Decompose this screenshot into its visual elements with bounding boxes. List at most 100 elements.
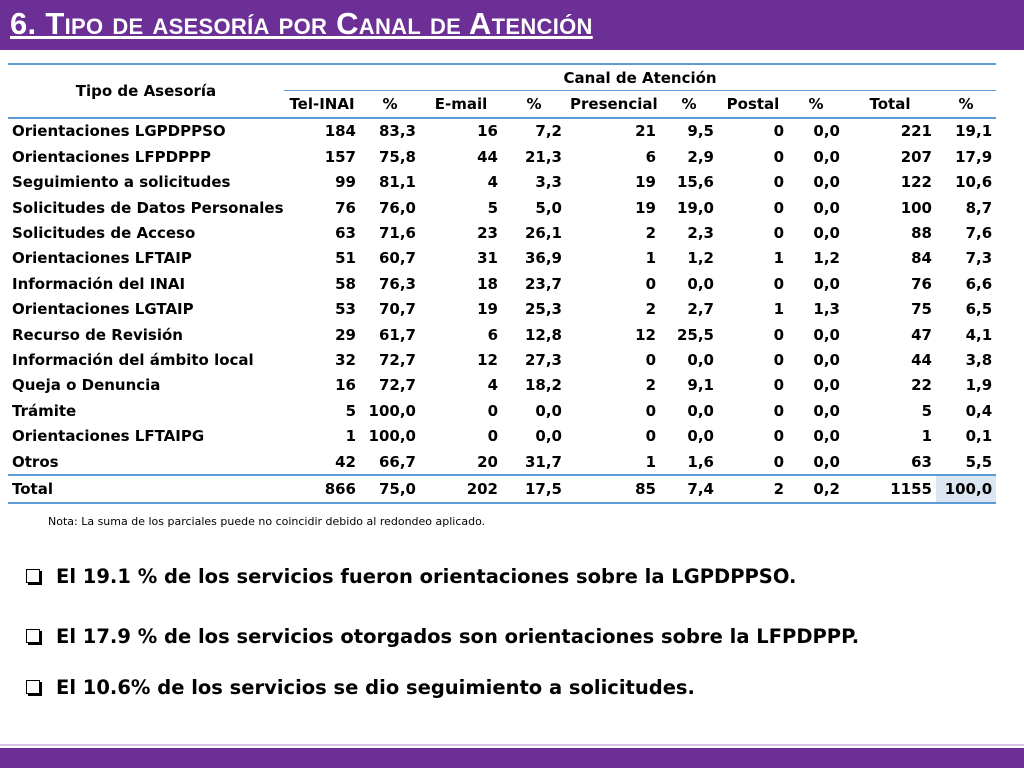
table-cell: 44 bbox=[477, 147, 498, 166]
table-cell: 1 bbox=[645, 452, 656, 471]
table-cell: 6,5 bbox=[965, 300, 993, 319]
column-header: Presencial bbox=[566, 90, 660, 119]
table-cell: 100 bbox=[900, 198, 932, 217]
bullet-text: El 17.9 % de los servicios otorgados son… bbox=[56, 625, 860, 648]
table-cell: 0,0 bbox=[813, 325, 840, 344]
table-cell: 25,5 bbox=[676, 325, 714, 344]
table-cell: 7,3 bbox=[965, 249, 993, 268]
total-cell: 0,2 bbox=[788, 474, 844, 505]
table-cell: 1,2 bbox=[687, 249, 714, 268]
table-cell: 19 bbox=[635, 173, 656, 192]
table-cell: 1 bbox=[773, 300, 784, 319]
table-cell: 10,6 bbox=[955, 173, 993, 192]
table-cell: 100,0 bbox=[368, 401, 416, 420]
table-row: Trámite 5 100,0 0 0,0 0 0,0 0 0,0 5 0,4 bbox=[8, 398, 996, 423]
table-cell: 2 bbox=[645, 300, 656, 319]
table-row: Orientaciones LFTAIPG 1 100,0 0 0,0 0 0,0 0 0,0 1… bbox=[8, 423, 996, 448]
table-cell: 15,6 bbox=[676, 173, 714, 192]
table-row: Solicitudes de Datos Personales 76 76,0 5 5,… bbox=[8, 195, 996, 220]
table-cell: 221 bbox=[900, 122, 932, 141]
column-header: E-mail bbox=[420, 90, 502, 119]
table-cell: 0,0 bbox=[687, 274, 714, 293]
table-cell: 157 bbox=[324, 147, 356, 166]
table-cell: 81,1 bbox=[378, 173, 416, 192]
table-cell: 2,3 bbox=[687, 224, 714, 243]
table-cell: 184 bbox=[324, 122, 356, 141]
table-cell: 0 bbox=[773, 427, 784, 446]
total-cell: 100,0 bbox=[936, 474, 997, 505]
total-cell: 2 bbox=[718, 474, 788, 505]
table-cell: 4 bbox=[487, 376, 498, 395]
table-row: Recurso de Revisión 29 61,7 6 12,8 12 25,5 0 0,0… bbox=[8, 322, 996, 347]
column-header: % bbox=[788, 90, 844, 119]
table-cell: 31,7 bbox=[524, 452, 562, 471]
row-label: Orientaciones LGTAIP bbox=[12, 300, 194, 319]
table-cell: 0 bbox=[487, 401, 498, 420]
total-cell: 17,5 bbox=[502, 474, 566, 505]
table-cell: 72,7 bbox=[378, 350, 416, 369]
table-cell: 5,5 bbox=[965, 452, 993, 471]
table-cell: 0 bbox=[487, 427, 498, 446]
table-row: Información del ámbito local 32 72,7 12 27,3… bbox=[8, 347, 996, 372]
table-cell: 2 bbox=[645, 224, 656, 243]
table-cell: 51 bbox=[335, 249, 356, 268]
table-cell: 1,9 bbox=[965, 376, 993, 395]
table-cell: 36,9 bbox=[524, 249, 562, 268]
row-label: Orientaciones LFTAIP bbox=[12, 249, 192, 268]
table-cell: 20 bbox=[477, 452, 498, 471]
column-header: % bbox=[936, 90, 997, 119]
table-cell: 3,3 bbox=[535, 173, 562, 192]
table-cell: 0,4 bbox=[965, 401, 993, 420]
table-cell: 0 bbox=[773, 401, 784, 420]
table-cell: 12,8 bbox=[524, 325, 562, 344]
table-row: Orientaciones LGTAIP 53 70,7 19 25,3 2 2,7 1 1,3… bbox=[8, 297, 996, 322]
row-label: Recurso de Revisión bbox=[12, 325, 183, 344]
table-cell: 7,6 bbox=[965, 224, 993, 243]
table-cell: 76 bbox=[335, 198, 356, 217]
table-row: Orientaciones LFTAIP 51 60,7 31 36,9 1 1,2 1 1,2… bbox=[8, 246, 996, 271]
group-header: Canal de Atención bbox=[284, 63, 997, 92]
table-cell: 2,7 bbox=[687, 300, 714, 319]
total-cell: 7,4 bbox=[660, 474, 718, 505]
table-cell: 0,0 bbox=[687, 427, 714, 446]
table-cell: 12 bbox=[635, 325, 656, 344]
table-cell: 0,0 bbox=[813, 376, 840, 395]
footer-divider bbox=[0, 744, 1024, 746]
total-cell: 1155 bbox=[844, 474, 936, 505]
table-row: Seguimiento a solicitudes 99 81,1 4 3,3 19 15,… bbox=[8, 170, 996, 195]
table-cell: 0 bbox=[773, 274, 784, 293]
table-cell: 4 bbox=[487, 173, 498, 192]
table-cell: 0,0 bbox=[535, 427, 562, 446]
table-cell: 27,3 bbox=[524, 350, 562, 369]
table-cell: 16 bbox=[477, 122, 498, 141]
table-cell: 70,7 bbox=[378, 300, 416, 319]
row-label: Queja o Denuncia bbox=[12, 376, 161, 395]
table-cell: 44 bbox=[911, 350, 932, 369]
table-cell: 75 bbox=[911, 300, 932, 319]
footer-bar bbox=[0, 748, 1024, 768]
table-cell: 0 bbox=[773, 452, 784, 471]
table-cell: 76 bbox=[911, 274, 932, 293]
table-cell: 75,8 bbox=[378, 147, 416, 166]
table-cell: 0 bbox=[645, 274, 656, 293]
row-label: Orientaciones LGPDPPSO bbox=[12, 122, 226, 141]
table-cell: 17,9 bbox=[955, 147, 993, 166]
row-label: Solicitudes de Datos Personales bbox=[12, 198, 284, 217]
table-cell: 5,0 bbox=[535, 198, 562, 217]
table-cell: 19,1 bbox=[955, 122, 993, 141]
table-cell: 18,2 bbox=[524, 376, 562, 395]
table-row: Queja o Denuncia 16 72,7 4 18,2 2 9,1 0 0,0 22 1,9 bbox=[8, 373, 996, 398]
slide-title: 6. Tipo de asesoría por Canal de Atenció… bbox=[10, 6, 593, 41]
table-cell: 0,0 bbox=[687, 350, 714, 369]
channel-table: Tipo de Asesoría Canal de Atención Tel-I… bbox=[8, 63, 997, 505]
table-cell: 66,7 bbox=[378, 452, 416, 471]
checkbox-bullet-icon bbox=[26, 568, 40, 583]
table-cell: 6,6 bbox=[965, 274, 993, 293]
table-cell: 63 bbox=[911, 452, 932, 471]
table-cell: 23,7 bbox=[524, 274, 562, 293]
table-cell: 84 bbox=[911, 249, 932, 268]
row-label: Otros bbox=[12, 452, 59, 471]
table-cell: 72,7 bbox=[378, 376, 416, 395]
table-cell: 42 bbox=[335, 452, 356, 471]
row-label: Trámite bbox=[12, 401, 77, 420]
